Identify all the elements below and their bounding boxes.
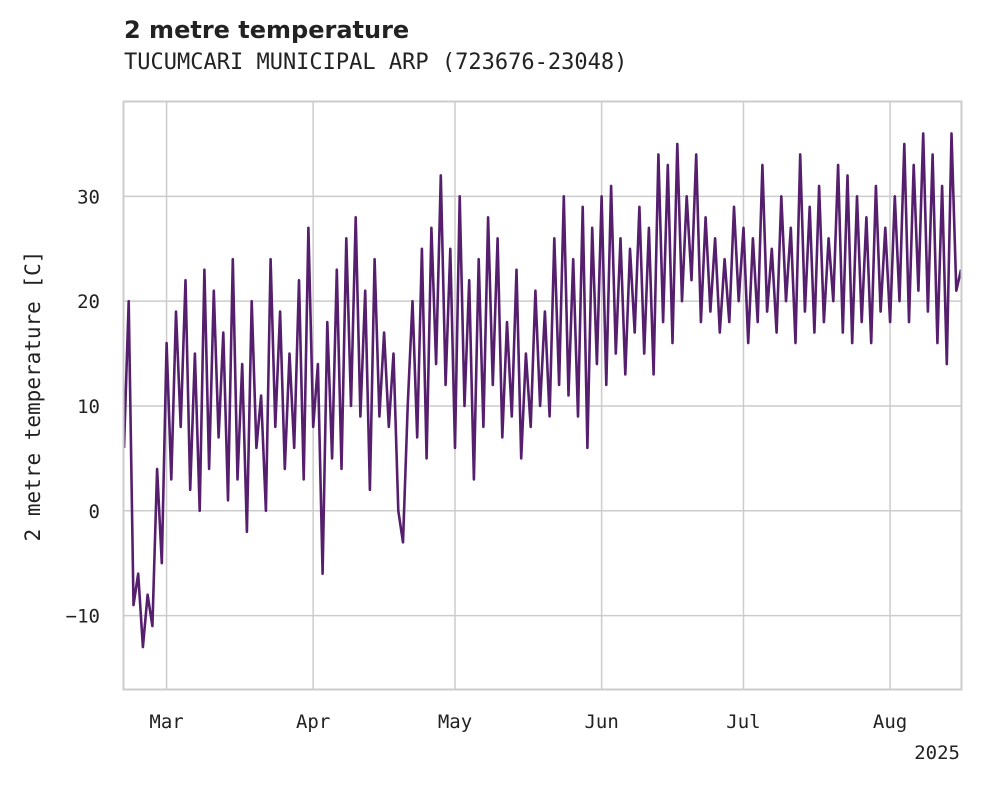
x-tick-label: Jun	[584, 711, 618, 733]
x-tick-label: Aug	[873, 711, 907, 733]
plot-frame	[122, 100, 963, 691]
x-offset-label: 2025	[914, 742, 960, 764]
y-axis-label: 2 metre temperature [C]	[21, 251, 45, 542]
series-layer	[122, 132, 963, 649]
y-tick-label: 10	[77, 396, 100, 418]
y-tick-label: 20	[77, 291, 100, 313]
chart-subtitle: TUCUMCARI MUNICIPAL ARP (723676-23048)	[124, 50, 628, 75]
x-tick-label: Jul	[726, 711, 760, 733]
x-tick-label: May	[438, 711, 472, 733]
y-tick-label: 0	[89, 501, 100, 523]
x-tick-label: Apr	[296, 711, 330, 733]
temperature-series-line	[122, 132, 963, 649]
x-tick-labels: Mar Apr May Jun Jul Aug	[149, 711, 907, 733]
y-tick-labels: −10 0 10 20 30	[66, 186, 100, 627]
y-tick-label: 30	[77, 186, 100, 208]
y-tick-label: −10	[66, 606, 100, 628]
chart-title: 2 metre temperature	[124, 16, 410, 44]
x-tick-label: Mar	[149, 711, 183, 733]
